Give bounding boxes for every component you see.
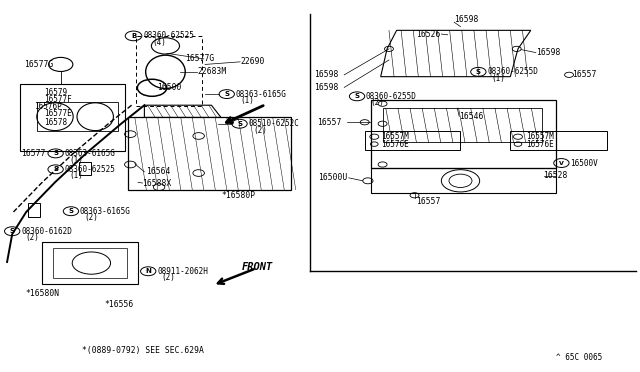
Text: (2): (2): [371, 99, 385, 108]
Text: S: S: [237, 121, 242, 127]
Text: 08360-62525: 08360-62525: [65, 165, 115, 174]
Text: V: V: [559, 161, 564, 166]
Text: B: B: [131, 33, 136, 39]
Text: 16577: 16577: [21, 149, 45, 158]
Text: *(0889-0792) SEE SEC.629A: *(0889-0792) SEE SEC.629A: [83, 346, 204, 355]
Text: 16577F: 16577F: [44, 95, 72, 104]
Text: 16564: 16564: [147, 167, 171, 176]
Text: S: S: [53, 150, 58, 156]
Text: 16598: 16598: [536, 48, 560, 57]
Text: S: S: [476, 69, 481, 75]
Text: 16576E: 16576E: [525, 140, 554, 149]
Text: (2): (2): [253, 126, 267, 135]
Text: (2): (2): [162, 273, 175, 282]
Text: ^ 65C 0065: ^ 65C 0065: [556, 353, 602, 362]
Text: (2): (2): [84, 214, 98, 222]
Text: 08911-2062H: 08911-2062H: [157, 267, 208, 276]
Text: 16557M: 16557M: [525, 132, 554, 141]
Text: *16556: *16556: [104, 300, 133, 309]
Text: 08360-62525: 08360-62525: [143, 31, 194, 41]
Text: 16598: 16598: [314, 70, 338, 79]
Text: 16557M: 16557M: [381, 132, 409, 141]
Text: S: S: [10, 228, 15, 234]
Text: 16500: 16500: [157, 83, 182, 92]
Text: *16580N: *16580N: [25, 289, 59, 298]
Text: 08363-6165G: 08363-6165G: [80, 207, 131, 216]
Text: 08360-6255D: 08360-6255D: [366, 92, 417, 101]
Text: 08363-6165G: 08363-6165G: [236, 90, 287, 99]
Text: 16500V: 16500V: [570, 158, 598, 167]
Text: 08360-6162D: 08360-6162D: [21, 227, 72, 236]
Text: 16598: 16598: [454, 16, 479, 25]
Text: (1): (1): [70, 171, 84, 180]
Text: 16500U: 16500U: [318, 173, 348, 182]
Text: S: S: [355, 93, 360, 99]
Text: 16576E: 16576E: [381, 140, 409, 149]
Text: *16580P: *16580P: [221, 191, 255, 200]
Text: (1): (1): [492, 74, 506, 83]
Text: S: S: [68, 208, 74, 214]
Text: 16576P: 16576P: [34, 102, 61, 111]
Text: 16579: 16579: [44, 88, 67, 97]
Text: 22690: 22690: [240, 57, 264, 66]
Text: 22683M: 22683M: [197, 67, 227, 76]
Text: FRONT: FRONT: [242, 262, 273, 272]
Text: S: S: [224, 91, 229, 97]
Text: (2): (2): [26, 233, 40, 243]
Text: 16588X: 16588X: [143, 179, 172, 187]
Text: (1): (1): [70, 155, 84, 164]
Text: 16578: 16578: [44, 118, 67, 127]
Text: 08363-6165G: 08363-6165G: [65, 149, 115, 158]
Text: S: S: [53, 166, 58, 172]
Text: 16598: 16598: [314, 83, 338, 92]
Text: 16546: 16546: [460, 112, 484, 121]
Text: N: N: [145, 268, 151, 274]
Text: (4): (4): [153, 38, 166, 47]
Text: 08360-6255D: 08360-6255D: [487, 67, 538, 76]
Text: 16577G: 16577G: [184, 54, 214, 63]
Text: 16526: 16526: [416, 30, 440, 39]
Text: 16577G: 16577G: [24, 60, 53, 69]
Text: 08510-6252C: 08510-6252C: [248, 119, 300, 128]
Text: 16577E: 16577E: [44, 109, 72, 118]
Text: 16557: 16557: [317, 118, 341, 127]
Text: (1): (1): [240, 96, 254, 105]
Text: 16557: 16557: [572, 70, 596, 79]
Text: 16528: 16528: [543, 171, 568, 180]
Text: 16557: 16557: [416, 197, 440, 206]
